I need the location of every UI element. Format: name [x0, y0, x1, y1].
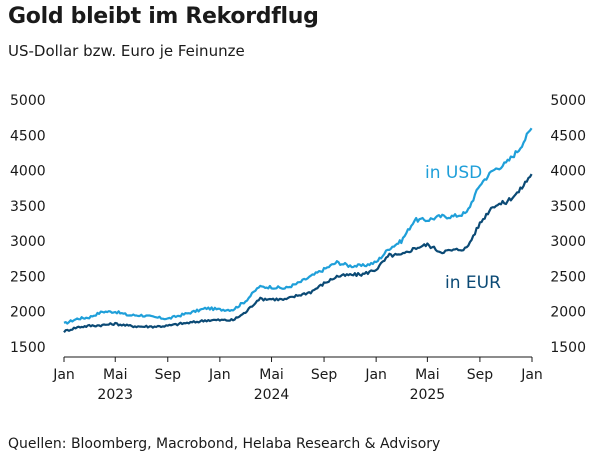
y-tick-label-left: 4000: [10, 164, 46, 180]
y-tick-label-right: 2000: [550, 305, 586, 321]
series-line-eur: [63, 173, 533, 333]
x-tick-label: Sep: [467, 367, 494, 383]
x-tick-label: Mai: [259, 367, 284, 383]
series-label-usd: in USD: [425, 163, 482, 183]
series-line-usd: [63, 127, 533, 325]
y-tick-label-right: 4000: [550, 164, 586, 180]
x-tick-label: Mai: [103, 367, 128, 383]
x-year-label: 2023: [97, 387, 133, 403]
y-tick-label-left: 3500: [10, 199, 46, 215]
x-tick-label: Jan: [208, 367, 231, 383]
chart-title: Gold bleibt im Rekordflug: [8, 4, 319, 29]
source-note: Quellen: Bloomberg, Macrobond, Helaba Re…: [8, 436, 441, 452]
series-label-eur: in EUR: [445, 273, 501, 293]
y-tick-label-left: 2500: [10, 269, 46, 285]
y-tick-label-right: 3500: [550, 199, 586, 215]
y-tick-label-right: 5000: [550, 93, 586, 109]
y-tick-label-left: 2000: [10, 305, 46, 321]
x-tick-label: Sep: [155, 367, 182, 383]
y-tick-label-right: 2500: [550, 269, 586, 285]
chart-subtitle: US-Dollar bzw. Euro je Feinunze: [8, 42, 245, 60]
x-tick-label: Mai: [415, 367, 440, 383]
y-tick-label-right: 3000: [550, 234, 586, 250]
x-tick-label: Jan: [52, 367, 75, 383]
x-tick-label: Sep: [311, 367, 338, 383]
y-tick-label-right: 1500: [550, 340, 586, 356]
y-tick-label-left: 3000: [10, 234, 46, 250]
y-tick-label-right: 4500: [550, 128, 586, 144]
y-tick-label-left: 4500: [10, 128, 46, 144]
x-tick-label: Jan: [520, 367, 543, 383]
x-tick-label: Jan: [364, 367, 387, 383]
x-year-label: 2025: [410, 387, 446, 403]
y-tick-label-left: 1500: [10, 340, 46, 356]
x-year-label: 2024: [254, 387, 290, 403]
y-tick-label-left: 5000: [10, 93, 46, 109]
